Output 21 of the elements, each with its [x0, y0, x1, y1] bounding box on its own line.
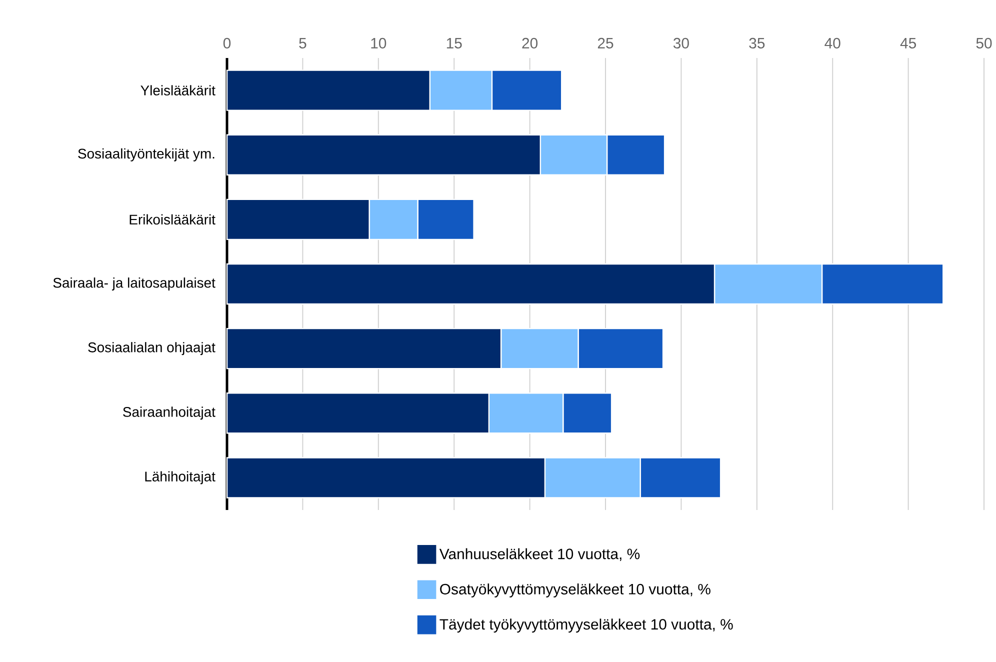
- legend-label: Täydet työkyvyttömyyseläkkeet 10 vuotta, %: [440, 618, 733, 633]
- x-tick-label: 5: [299, 38, 306, 48]
- y-tick-label: Sosiaalityöntekijät ym.: [78, 148, 214, 162]
- y-tick-label: Sairaanhoitajat: [123, 406, 216, 420]
- x-tick-label: 25: [598, 38, 614, 48]
- legend-label: Vanhuuseläkkeet 10 vuotta, %: [439, 548, 640, 562]
- legend-label: Osatyökyvyttömyyseläkkeet 10 vuotta, %: [440, 583, 710, 598]
- x-tick-label: 40: [824, 38, 840, 48]
- y-tick-label: Yleislääkärit: [140, 85, 216, 96]
- x-tick-label: 0: [223, 38, 231, 48]
- x-tick-label: 10: [371, 38, 386, 48]
- y-tick-label: Sairaala- ja laitosapulaiset: [53, 278, 216, 290]
- y-tick-label: Lähihoitajat: [145, 471, 216, 484]
- x-tick-label: 50: [976, 38, 992, 48]
- x-tick-label: 35: [749, 38, 765, 48]
- x-tick-label: 45: [900, 38, 916, 48]
- x-tick-label: 30: [673, 38, 689, 48]
- y-tick-label: Erikoislääkärit: [130, 214, 216, 225]
- x-tick-label: 15: [446, 38, 462, 48]
- x-tick-label: 20: [522, 38, 538, 48]
- y-tick-label: Sosiaalialan ohjaajat: [88, 342, 216, 356]
